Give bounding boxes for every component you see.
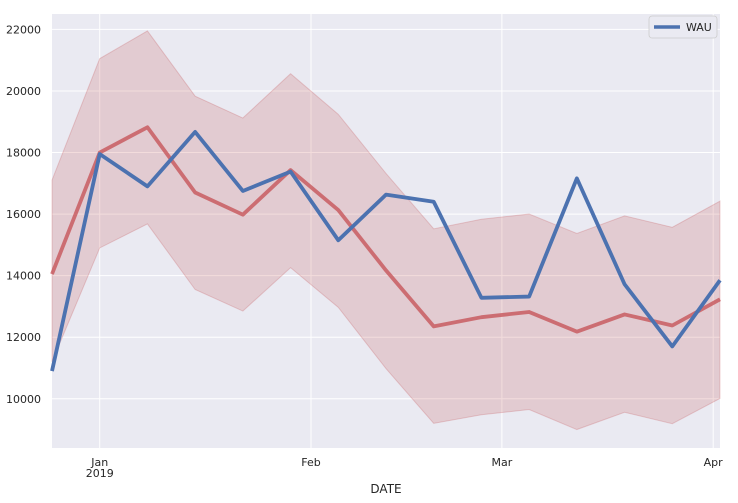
x-tick-label: Jan	[90, 456, 108, 469]
x-tick-label: Mar	[491, 456, 512, 469]
grid-lines	[52, 14, 720, 448]
x-tick-label: Apr	[704, 456, 724, 469]
y-tick-label: 16000	[6, 208, 41, 221]
y-tick-label: 14000	[6, 270, 41, 283]
series-line-forecast	[50, 125, 721, 334]
series-line-wau	[50, 129, 722, 372]
x-axis-title: DATE	[370, 482, 401, 496]
legend-box	[648, 15, 718, 39]
y-axis-ticks: 10000 12000 14000 16000 18000 20000 22000	[6, 23, 41, 405]
series-layer	[50, 125, 722, 372]
legend: WAU	[648, 15, 718, 39]
x-tick-label: Feb	[301, 456, 320, 469]
x-tick-sublabel: 2019	[86, 467, 114, 480]
y-tick-label: 20000	[6, 85, 41, 98]
y-tick-label: 10000	[6, 393, 41, 406]
y-tick-label: 18000	[6, 147, 41, 160]
legend-label-wau: WAU	[686, 21, 712, 34]
y-tick-label: 12000	[6, 331, 41, 344]
y-tick-label: 22000	[6, 23, 41, 36]
confidence-band	[51, 30, 721, 431]
plot-background	[52, 14, 720, 448]
confidence-band-layer	[51, 30, 721, 431]
